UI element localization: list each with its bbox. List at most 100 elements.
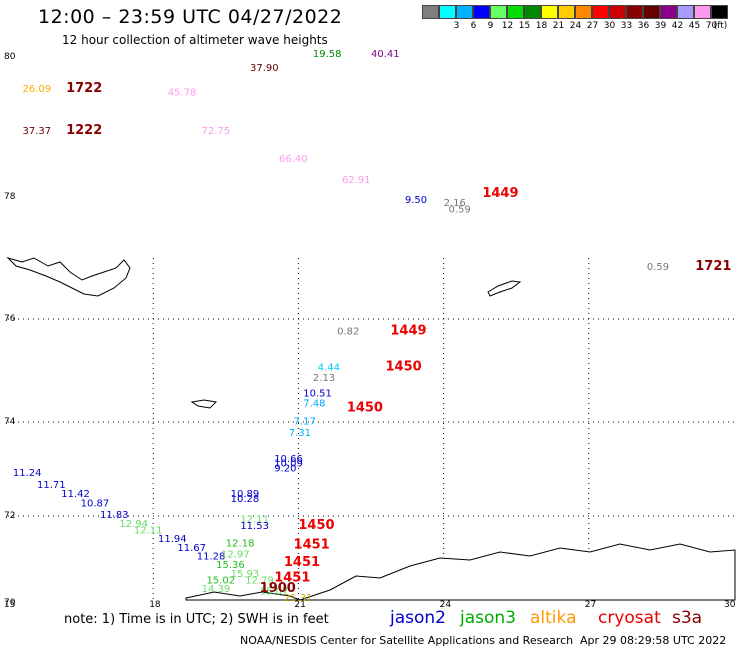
swh-value: 15.36 — [216, 560, 245, 571]
swh-value: 10.09 — [274, 459, 303, 470]
swh-value: 15.02 — [206, 575, 235, 586]
timestamp: Apr 29 08:29:58 UTC 2022 — [580, 634, 727, 647]
scale-swatch — [439, 5, 456, 19]
scale-swatch — [507, 5, 524, 19]
lon-label: 21 — [294, 600, 306, 610]
swh-value: 12.11 — [134, 525, 163, 536]
swh-value: 11.24 — [13, 468, 42, 479]
scale-label: 12 — [501, 21, 514, 31]
scale-swatch — [711, 5, 728, 19]
scale-label: 70 — [705, 21, 718, 31]
scale-label: 39 — [654, 21, 667, 31]
swh-value: 7.17 — [294, 416, 316, 427]
swh-value: 9.50 — [405, 195, 427, 206]
lon-label: 18 — [149, 600, 161, 610]
swh-value: 4.44 — [318, 363, 340, 374]
scale-swatch — [677, 5, 694, 19]
scale-unit: (ft) — [713, 21, 728, 31]
swh-value: 11.71 — [37, 480, 66, 491]
scale-swatch — [558, 5, 575, 19]
swh-value: 11.83 — [100, 510, 129, 521]
scale-label: 3 — [453, 21, 460, 31]
swh-value: 37.37 — [23, 126, 52, 137]
norway-islands — [185, 591, 301, 601]
pass-time: 1450 — [386, 360, 422, 375]
swh-value: 14.39 — [202, 584, 231, 595]
scale-label: 21 — [552, 21, 565, 31]
swh-value: 15.93 — [231, 569, 260, 580]
legend-altika: altika — [530, 608, 577, 628]
swh-value: 10.28 — [231, 494, 260, 505]
norway-coast — [299, 543, 736, 601]
swh-value: 26.09 — [23, 84, 52, 95]
pass-time: 1900 — [260, 581, 296, 596]
lon-label: 30 — [724, 600, 736, 610]
scale-label: 6 — [470, 21, 477, 31]
pass-time: 1449 — [390, 323, 426, 338]
legend-jason2: jason2 — [390, 608, 446, 628]
swh-value: 10.87 — [81, 499, 110, 510]
scale-swatch — [694, 5, 711, 19]
lon-label: 24 — [439, 600, 452, 610]
scale-label: 45 — [688, 21, 701, 31]
swh-value: 9.20 — [274, 463, 296, 474]
scale-label: 30 — [603, 21, 616, 31]
scale-swatch — [456, 5, 473, 19]
swh-value: 7.48 — [303, 399, 325, 410]
scale-label: 36 — [637, 21, 650, 31]
pass-time: 1451 — [284, 555, 320, 570]
swh-value: 11.53 — [240, 521, 269, 532]
page-subtitle: 12 hour collection of altimeter wave hei… — [62, 33, 328, 47]
swh-value: 11.28 — [197, 552, 226, 563]
pass-time: 1222 — [66, 123, 102, 138]
pass-time: 1451 — [274, 570, 310, 585]
bjornoya-coast — [190, 399, 218, 409]
swh-value: 72.75 — [202, 126, 231, 137]
scale-swatch — [490, 5, 507, 19]
graticule — [8, 258, 734, 603]
swh-value: 2.13 — [313, 373, 335, 384]
scale-swatch — [473, 5, 490, 19]
swh-value: 10.89 — [231, 489, 260, 500]
swh-value: 19.58 — [313, 49, 342, 60]
scale-swatch — [609, 5, 626, 19]
pass-time: 1451 — [294, 538, 330, 553]
swh-value: 12.11 — [240, 515, 269, 526]
swh-value: 45.78 — [168, 88, 197, 99]
scale-label: 18 — [535, 21, 548, 31]
scale-label: 27 — [586, 21, 599, 31]
swh-value: 0.59 — [647, 262, 669, 273]
footer-note: note: 1) Time is in UTC; 2) SWH is in fe… — [64, 612, 329, 627]
coastlines — [6, 256, 736, 601]
page-title: 12:00 – 23:59 UTC 04/27/2022 — [38, 6, 343, 28]
swh-value: 10.66 — [274, 454, 303, 465]
swh-readings: 26.09 37.37 45.78 37.90 19.58 40.41 72.75 66.40… — [13, 49, 669, 604]
scale-label: 15 — [518, 21, 531, 31]
pass-time: 1722 — [66, 81, 102, 96]
swh-value: 15.07 — [260, 586, 289, 597]
credit-line: NOAA/NESDIS Center for Satellite Applica… — [240, 634, 574, 647]
swh-value: 12.18 — [226, 538, 255, 549]
scale-label: 42 — [671, 21, 684, 31]
pass-time: 1450 — [298, 518, 334, 533]
pass-times: 1722122214491721144914501450145014511451… — [66, 81, 731, 596]
swh-value: 0.82 — [337, 326, 359, 337]
lat-label: 74 — [4, 417, 16, 427]
legend-jason3: jason3 — [460, 608, 516, 628]
swh-value: 62.91 — [342, 175, 371, 186]
lat-label: 78 — [4, 192, 16, 202]
swh-value: 37.90 — [250, 63, 279, 74]
swh-value: 11.67 — [177, 543, 206, 554]
swh-value: 11.42 — [61, 489, 90, 500]
scale-label: 24 — [569, 21, 582, 31]
lat-label: 76 — [4, 314, 16, 324]
kong-karls-land-coast — [487, 280, 522, 297]
lon-label: 15 — [4, 600, 16, 610]
scale-swatch — [660, 5, 677, 19]
swh-value: 12.79 — [245, 575, 274, 586]
scale-swatch — [541, 5, 558, 19]
swh-value: 2.16 — [444, 198, 466, 209]
lat-label: 80 — [4, 52, 16, 62]
scale-label: 9 — [487, 21, 494, 31]
